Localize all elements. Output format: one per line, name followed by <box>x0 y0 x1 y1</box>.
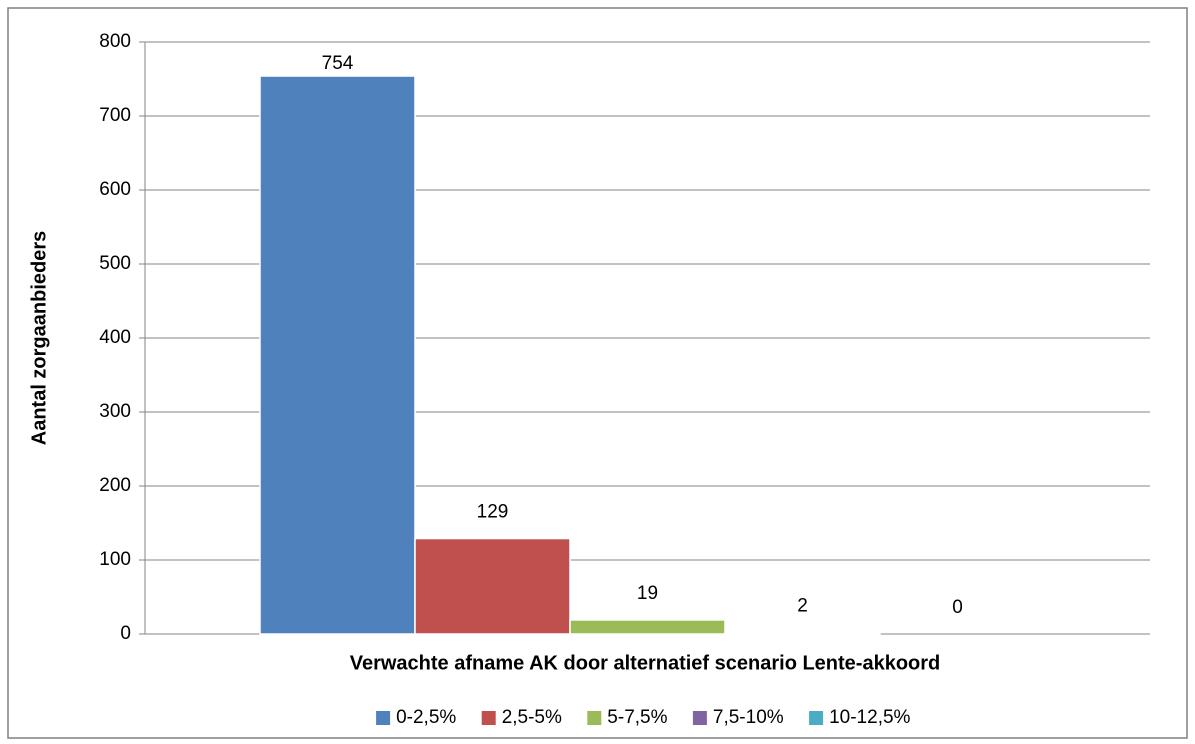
data-label: 0 <box>952 597 963 618</box>
bar <box>414 537 571 635</box>
chart-border <box>7 7 1188 739</box>
legend-swatch <box>692 711 707 725</box>
x-axis-title: Verwachte afname AK door alternatief sce… <box>350 652 941 674</box>
y-axis-title: Aantal zorgaanbieders <box>28 231 50 446</box>
bar <box>569 619 726 635</box>
y-tick-label: 0 <box>120 623 131 644</box>
legend-label: 10-12,5% <box>829 707 910 728</box>
y-tick-label: 500 <box>99 253 131 274</box>
y-tick-label: 300 <box>99 401 131 422</box>
y-tick-label: 700 <box>99 105 131 126</box>
legend-swatch <box>587 711 602 725</box>
legend-swatch <box>376 711 391 725</box>
y-tick-label: 400 <box>99 327 131 348</box>
legend-label: 2,5-5% <box>502 707 562 728</box>
legend-swatch <box>809 711 824 725</box>
legend-label: 5-7,5% <box>607 707 667 728</box>
legend-label: 7,5-10% <box>713 707 784 728</box>
y-tick-label: 800 <box>99 31 131 52</box>
legend-label: 0-2,5% <box>396 707 456 728</box>
data-label: 754 <box>322 53 354 74</box>
data-label: 2 <box>797 596 808 617</box>
y-tick-label: 200 <box>99 475 131 496</box>
legend-swatch <box>481 711 496 725</box>
data-label: 129 <box>477 502 509 523</box>
bar <box>259 75 416 635</box>
y-tick-label: 600 <box>99 179 131 200</box>
data-label: 19 <box>637 583 658 604</box>
y-tick-label: 100 <box>99 549 131 570</box>
bar <box>724 631 881 635</box>
